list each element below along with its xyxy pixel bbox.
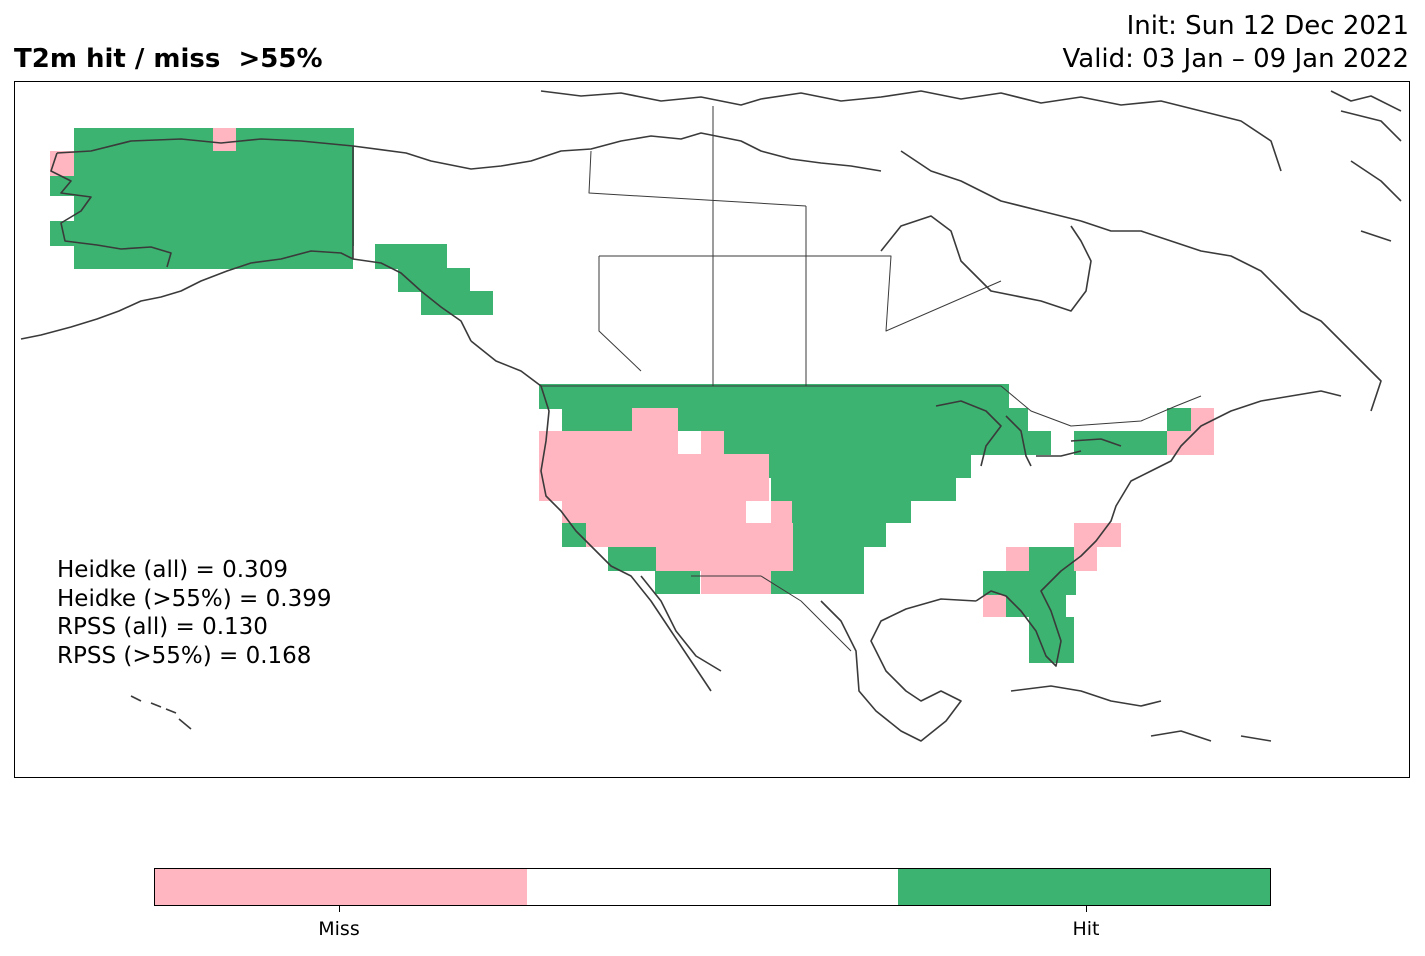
rpss-all: RPSS (all) = 0.130 bbox=[57, 614, 268, 640]
greenland-coastline bbox=[1330, 90, 1402, 112]
miss-cell bbox=[586, 523, 656, 547]
miss-cell bbox=[701, 431, 724, 455]
colorbar-hit-segment bbox=[898, 869, 1271, 905]
hit-cell bbox=[771, 501, 911, 523]
north-america-map bbox=[20, 90, 1402, 742]
miss-cell bbox=[1074, 523, 1121, 547]
miss-cell bbox=[1074, 547, 1097, 571]
grid-cells bbox=[50, 128, 1214, 663]
arctic-coastline bbox=[352, 90, 1402, 242]
hit-cell bbox=[746, 454, 971, 478]
hudson-bay-coastline bbox=[880, 215, 1382, 412]
hit-cell bbox=[771, 478, 956, 501]
hawaii-islands bbox=[130, 695, 192, 730]
hit-cell bbox=[562, 523, 586, 547]
gulf-coastline bbox=[820, 390, 1342, 742]
hit-cell bbox=[655, 571, 700, 594]
pacific-coastline bbox=[470, 340, 722, 692]
hit-cell bbox=[1006, 431, 1051, 455]
miss-cell bbox=[1167, 431, 1214, 455]
valid-range: Valid: 03 Jan – 09 Jan 2022 bbox=[1062, 44, 1410, 74]
init-date: Init: Sun 12 Dec 2021 bbox=[1126, 11, 1409, 41]
country-borders bbox=[541, 106, 1202, 652]
rpss-above55: RPSS (>55%) = 0.168 bbox=[57, 642, 312, 669]
hit-cell bbox=[74, 246, 167, 269]
colorbar bbox=[154, 868, 1271, 906]
map-title: T2m hit / miss >55% bbox=[14, 44, 323, 74]
date-info: Init: Sun 12 Dec 2021 Valid: 03 Jan – 09… bbox=[1063, 10, 1410, 76]
miss-cell bbox=[701, 571, 771, 594]
hit-cell bbox=[421, 291, 493, 315]
neutral-cell bbox=[746, 501, 771, 523]
colorbar-label-miss: Miss bbox=[318, 918, 360, 940]
hit-cell bbox=[1029, 617, 1074, 663]
coastlines-and-borders bbox=[20, 90, 1402, 742]
miss-cell bbox=[562, 501, 792, 523]
miss-cell bbox=[213, 128, 236, 151]
hit-cell bbox=[539, 384, 1009, 409]
hit-cell bbox=[1074, 431, 1169, 455]
hit-cell bbox=[608, 547, 656, 571]
hit-cell bbox=[793, 523, 886, 547]
hit-cell bbox=[375, 244, 447, 269]
hit-cell bbox=[678, 408, 1028, 431]
miss-cell bbox=[632, 408, 678, 455]
colorbar-miss-segment bbox=[155, 869, 527, 905]
miss-cell bbox=[1191, 408, 1214, 432]
heidke-above55: Heidke (>55%) = 0.399 bbox=[57, 585, 332, 612]
hit-cell bbox=[50, 176, 74, 196]
hit-cell bbox=[1167, 408, 1192, 433]
colorbar-label-hit: Hit bbox=[1072, 918, 1100, 940]
hit-cell bbox=[167, 246, 353, 269]
miss-cell bbox=[539, 454, 769, 501]
score-annotations: Heidke (all) = 0.309 Heidke (>55%) = 0.3… bbox=[57, 556, 331, 670]
alaska-coastline bbox=[20, 138, 472, 342]
map-panel bbox=[14, 81, 1410, 778]
colorbar-tick-miss bbox=[339, 906, 340, 912]
hit-cell bbox=[724, 431, 1044, 455]
great-lakes bbox=[935, 400, 1122, 467]
caribbean-islands bbox=[1010, 685, 1272, 742]
hit-cell bbox=[562, 408, 632, 431]
heidke-all: Heidke (all) = 0.309 bbox=[57, 557, 288, 583]
miss-cell bbox=[983, 595, 1006, 617]
hit-cell bbox=[1029, 547, 1076, 571]
miss-cell bbox=[1006, 547, 1029, 571]
hit-cell bbox=[398, 268, 470, 292]
colorbar-neutral-segment bbox=[526, 869, 899, 905]
hit-cell bbox=[983, 571, 1006, 595]
colorbar-tick-hit bbox=[1086, 906, 1087, 912]
miss-cell bbox=[656, 523, 793, 571]
